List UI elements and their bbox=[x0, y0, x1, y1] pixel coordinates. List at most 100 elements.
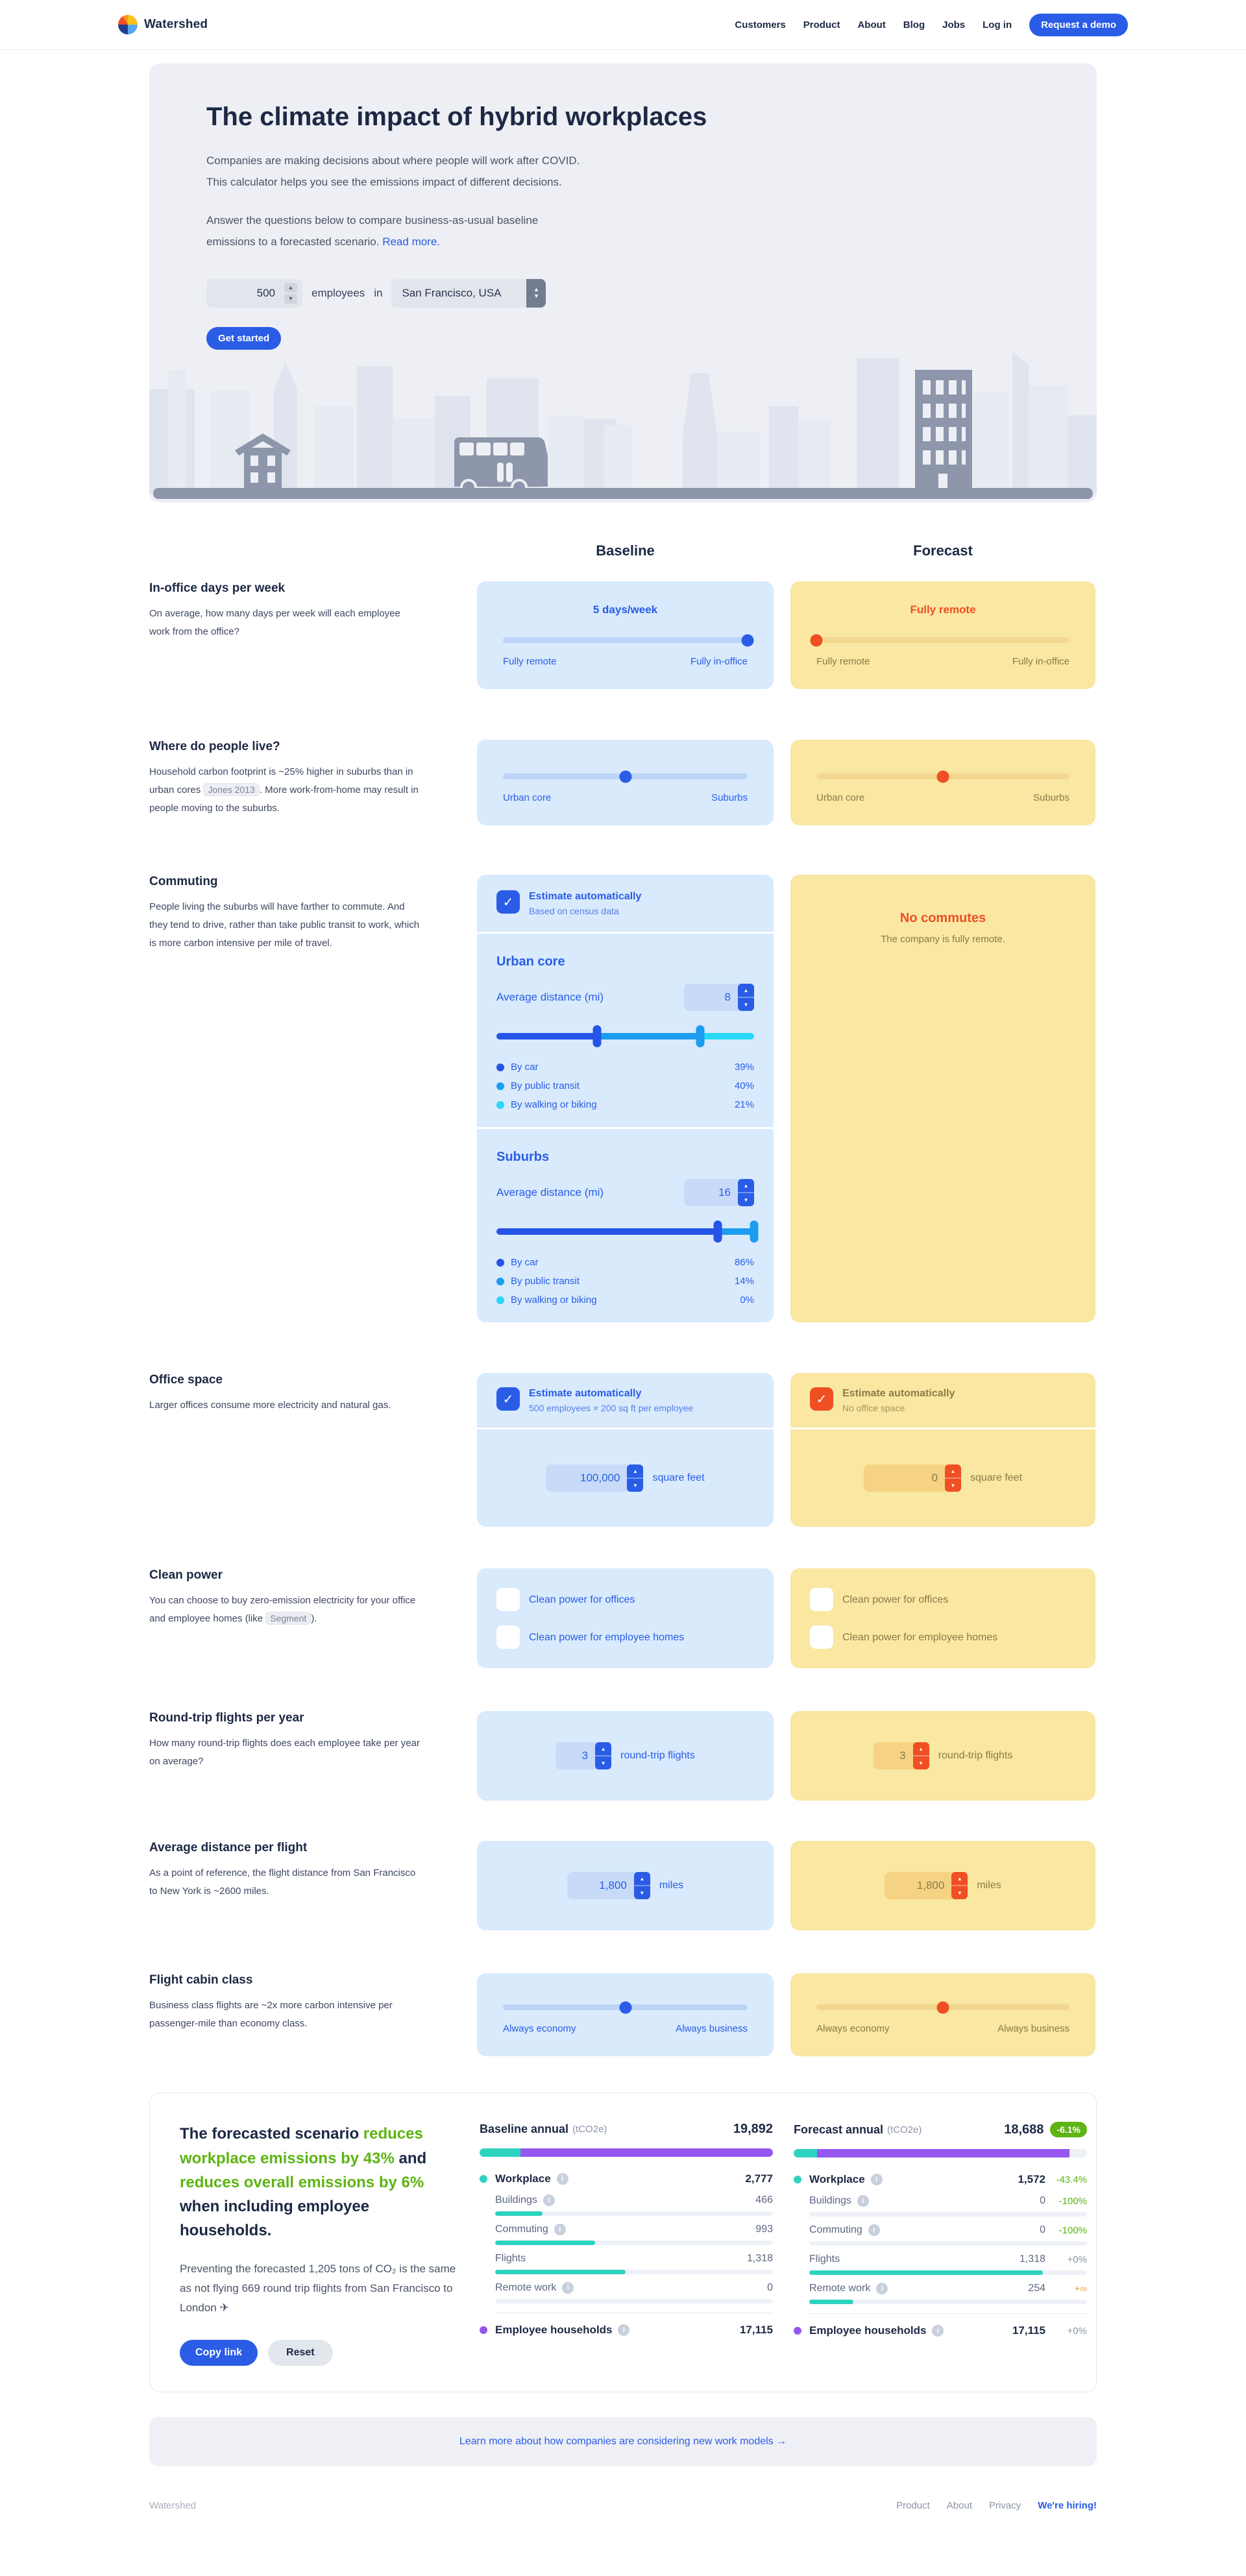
nav-jobs[interactable]: Jobs bbox=[942, 19, 966, 30]
nav-login[interactable]: Log in bbox=[983, 19, 1012, 30]
info-icon[interactable]: i bbox=[543, 2194, 555, 2207]
stepper-up-icon[interactable]: ▲ bbox=[951, 1872, 968, 1887]
stepper-up-icon[interactable]: ▲ bbox=[738, 1179, 754, 1194]
stepper-down-icon[interactable]: ▼ bbox=[600, 1760, 606, 1766]
table-title: Forecast annual bbox=[794, 2122, 884, 2136]
mode-slider-handle-1[interactable] bbox=[592, 1025, 602, 1048]
suburbs-mode-slider[interactable] bbox=[496, 1221, 759, 1243]
location-select[interactable]: San Francisco, USA ▲ ▼ bbox=[391, 278, 546, 308]
copy-link-button[interactable]: Copy link bbox=[180, 2339, 258, 2366]
info-icon[interactable]: i bbox=[857, 2195, 869, 2207]
clean-power-offices-checkbox[interactable] bbox=[810, 1588, 833, 1612]
slider-thumb[interactable] bbox=[619, 2001, 631, 2014]
workplace-dot-icon bbox=[794, 2176, 801, 2184]
stepper-down-icon[interactable]: ▼ bbox=[633, 1482, 638, 1488]
info-icon[interactable]: i bbox=[876, 2283, 888, 2295]
desc-part-1: You can choose to buy zero-emission elec… bbox=[149, 1595, 416, 1625]
section-title: Round-trip flights per year bbox=[149, 1711, 304, 1725]
distance-stepper: ▲ ▼ bbox=[738, 984, 754, 1012]
stepper-up-icon[interactable]: ▲ bbox=[595, 1742, 612, 1757]
mode-value: 39% bbox=[734, 1062, 754, 1073]
stepper-up-icon[interactable]: ▲ bbox=[912, 1742, 929, 1757]
watershed-logo-icon bbox=[118, 15, 138, 34]
transit-segment bbox=[718, 1228, 754, 1235]
info-icon[interactable]: i bbox=[932, 2325, 944, 2337]
remote-work-row: Remote work i 254 +∞ bbox=[794, 2283, 1087, 2305]
nav-blog[interactable]: Blog bbox=[903, 19, 925, 30]
reset-button[interactable]: Reset bbox=[268, 2339, 333, 2366]
info-icon[interactable]: i bbox=[868, 2224, 880, 2237]
footer-about-link[interactable]: About bbox=[946, 2499, 972, 2511]
office-days-forecast-slider[interactable] bbox=[810, 634, 1069, 646]
request-demo-button[interactable]: Request a demo bbox=[1029, 13, 1128, 36]
estimate-automatically-checkbox[interactable]: ✓ bbox=[496, 890, 520, 914]
footer-privacy-link[interactable]: Privacy bbox=[989, 2499, 1021, 2511]
read-more-link[interactable]: Read more. bbox=[382, 236, 441, 249]
miles-field: ▲ ▼ bbox=[567, 1872, 650, 1900]
info-icon[interactable]: i bbox=[618, 2324, 630, 2337]
stepper-down-icon[interactable]: ▼ bbox=[918, 1760, 924, 1766]
sqft-unit: square feet bbox=[970, 1472, 1023, 1484]
nav-product[interactable]: Product bbox=[803, 19, 840, 30]
info-icon[interactable]: i bbox=[556, 2173, 568, 2185]
slider-thumb[interactable] bbox=[936, 770, 949, 783]
stepper-down-icon[interactable]: ▼ bbox=[743, 1197, 749, 1203]
slider-thumb[interactable] bbox=[619, 770, 631, 783]
learn-more-link[interactable]: Learn more about how companies are consi… bbox=[459, 2435, 787, 2447]
clean-power-homes-checkbox[interactable] bbox=[496, 1625, 520, 1649]
section-desc: Household carbon footprint is ~25% highe… bbox=[149, 763, 421, 817]
estimate-automatically-checkbox[interactable]: ✓ bbox=[496, 1387, 520, 1411]
get-started-button[interactable]: Get started bbox=[206, 326, 282, 350]
stepper-down-icon[interactable]: ▼ bbox=[957, 1889, 962, 1896]
footer-brand: Watershed bbox=[149, 2499, 196, 2511]
footer-product-link[interactable]: Product bbox=[896, 2499, 930, 2511]
slider-thumb[interactable] bbox=[810, 634, 823, 646]
cabin-baseline-slider[interactable] bbox=[503, 2001, 748, 2014]
mode-slider-handle-2[interactable] bbox=[750, 1221, 759, 1243]
info-icon[interactable]: i bbox=[554, 2224, 566, 2236]
nav-customers[interactable]: Customers bbox=[735, 19, 786, 30]
slider-thumb[interactable] bbox=[936, 2001, 949, 2014]
nav-about[interactable]: About bbox=[857, 19, 886, 30]
summary-text-panel: The forecasted scenario reduces workplac… bbox=[180, 2122, 459, 2366]
checkbox-sublabel: 500 employees × 200 sq ft per employee bbox=[529, 1403, 694, 1414]
stepper-down-icon[interactable]: ▼ bbox=[639, 1889, 645, 1896]
employees-stepper-up-icon[interactable]: ▲ bbox=[284, 282, 297, 293]
bus-icon bbox=[454, 437, 548, 496]
employees-stepper: ▲ ▼ bbox=[284, 282, 297, 304]
mode-slider-handle-2[interactable] bbox=[696, 1025, 705, 1048]
footer-hiring-link[interactable]: We're hiring! bbox=[1038, 2499, 1097, 2511]
cabin-forecast-slider[interactable] bbox=[816, 2001, 1069, 2014]
households-row: Employee households i 17,115 +0% bbox=[794, 2324, 1087, 2337]
where-live-forecast-slider[interactable] bbox=[816, 770, 1069, 783]
estimate-automatically-checkbox[interactable]: ✓ bbox=[810, 1387, 833, 1411]
clean-power-homes-checkbox[interactable] bbox=[810, 1625, 833, 1649]
office-days-baseline-slider[interactable] bbox=[503, 634, 754, 646]
section-desc: How many round-trip flights does each em… bbox=[149, 1738, 420, 1768]
urban-mode-slider[interactable] bbox=[496, 1025, 754, 1048]
brand[interactable]: Watershed bbox=[118, 15, 208, 34]
where-live-baseline-slider[interactable] bbox=[503, 770, 748, 783]
info-icon[interactable]: i bbox=[870, 2174, 883, 2186]
segment-chip[interactable]: Segment bbox=[265, 1612, 312, 1625]
stepper-up-icon[interactable]: ▲ bbox=[633, 1872, 650, 1887]
baseline-annual-table: Baseline annual (tCO2e) 19,892 Workplace… bbox=[480, 2122, 773, 2365]
section-desc: Business class flights are ~2x more carb… bbox=[149, 2000, 393, 2030]
jones-2013-chip[interactable]: Jones 2013 bbox=[203, 783, 260, 796]
checkbox-label: Estimate automatically bbox=[842, 1388, 955, 1400]
table-title: Baseline annual bbox=[480, 2122, 569, 2136]
stepper-up-icon[interactable]: ▲ bbox=[944, 1464, 961, 1479]
info-icon[interactable]: i bbox=[562, 2282, 574, 2294]
slider-min-label: Always economy bbox=[816, 2023, 890, 2035]
remote-work-bar bbox=[809, 2300, 854, 2305]
mode-slider-handle-1[interactable] bbox=[713, 1221, 722, 1243]
clean-power-offices-checkbox[interactable] bbox=[496, 1588, 520, 1612]
stepper-down-icon[interactable]: ▼ bbox=[950, 1482, 956, 1488]
employees-stepper-down-icon[interactable]: ▼ bbox=[284, 293, 297, 304]
where-live-forecast-card: Urban core Suburbs bbox=[790, 740, 1095, 825]
slider-thumb[interactable] bbox=[741, 634, 754, 646]
stepper-up-icon[interactable]: ▲ bbox=[738, 984, 754, 999]
stepper-down-icon[interactable]: ▼ bbox=[743, 1001, 749, 1008]
flights-stepper: ▲ ▼ bbox=[912, 1742, 929, 1770]
stepper-up-icon[interactable]: ▲ bbox=[627, 1464, 644, 1479]
